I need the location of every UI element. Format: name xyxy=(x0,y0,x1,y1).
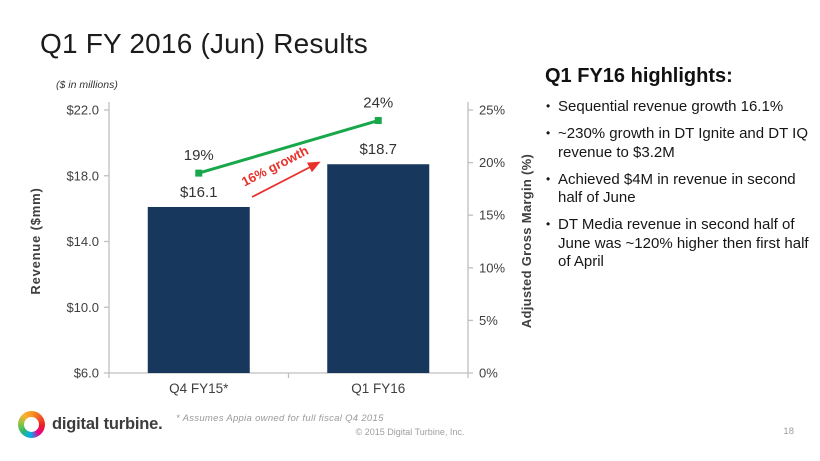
digital-turbine-swirl-icon xyxy=(18,411,45,438)
right-axis-tick-label: 25% xyxy=(479,103,505,118)
revenue-bar xyxy=(327,164,430,373)
left-axis-title: Revenue ($mm) xyxy=(28,187,43,294)
right-axis-tick-label: 10% xyxy=(479,260,505,275)
page-title: Q1 FY 2016 (Jun) Results xyxy=(40,28,368,59)
highlight-item: DT Media revenue in second half of June … xyxy=(545,216,817,271)
right-axis-title: Adjusted Gross Margin (%) xyxy=(519,154,534,328)
chart-units-note: ($ in millions) xyxy=(56,79,118,91)
bar-value-label: $16.1 xyxy=(180,184,218,201)
page-number: 18 xyxy=(783,426,794,437)
revenue-margin-chart: $22.0 $18.0 $14.0 $10.0 $6.0 25% 20% 15% 10% 5% 0%… xyxy=(28,95,534,396)
right-axis-tick-label: 0% xyxy=(479,366,498,381)
highlights-heading: Q1 FY16 highlights: xyxy=(545,65,733,87)
category-label: Q4 FY15* xyxy=(169,381,229,396)
left-axis-tick-label: $10.0 xyxy=(66,300,99,315)
right-axis-tick-label: 20% xyxy=(479,155,505,170)
highlights-list: Sequential revenue growth 16.1% ~230% gr… xyxy=(545,98,817,271)
highlight-item: Achieved $4M in revenue in second half o… xyxy=(545,171,817,208)
left-axis-tick-label: $22.0 xyxy=(66,103,99,118)
growth-arrow xyxy=(251,161,321,198)
left-axis-tick-label: $18.0 xyxy=(66,168,99,183)
right-axis-tick-label: 15% xyxy=(479,208,505,223)
category-label: Q1 FY16 xyxy=(351,381,405,396)
margin-value-label: 24% xyxy=(363,95,393,112)
right-axis-tick-label: 5% xyxy=(479,313,498,328)
highlights-panel: Q1 FY16 highlights: Sequential revenue g… xyxy=(545,65,817,280)
margin-point-marker xyxy=(195,169,203,177)
margin-point-marker xyxy=(374,117,382,125)
bar-value-label: $18.7 xyxy=(359,141,397,158)
logo-wordmark: digital turbine. xyxy=(52,415,163,433)
highlight-item: ~230% growth in DT Ignite and DT IQ reve… xyxy=(545,125,817,162)
copyright: © 2015 Digital Turbine, Inc. xyxy=(355,427,465,437)
highlight-item: Sequential revenue growth 16.1% xyxy=(545,98,817,116)
left-axis-tick-label: $14.0 xyxy=(66,234,99,249)
footnote: * Assumes Appia owned for full fiscal Q4… xyxy=(176,413,384,424)
revenue-bar xyxy=(147,206,250,373)
left-axis-tick-label: $6.0 xyxy=(74,366,99,381)
margin-line xyxy=(198,119,379,175)
margin-value-label: 19% xyxy=(184,147,214,164)
company-logo: digital turbine. xyxy=(18,411,163,438)
